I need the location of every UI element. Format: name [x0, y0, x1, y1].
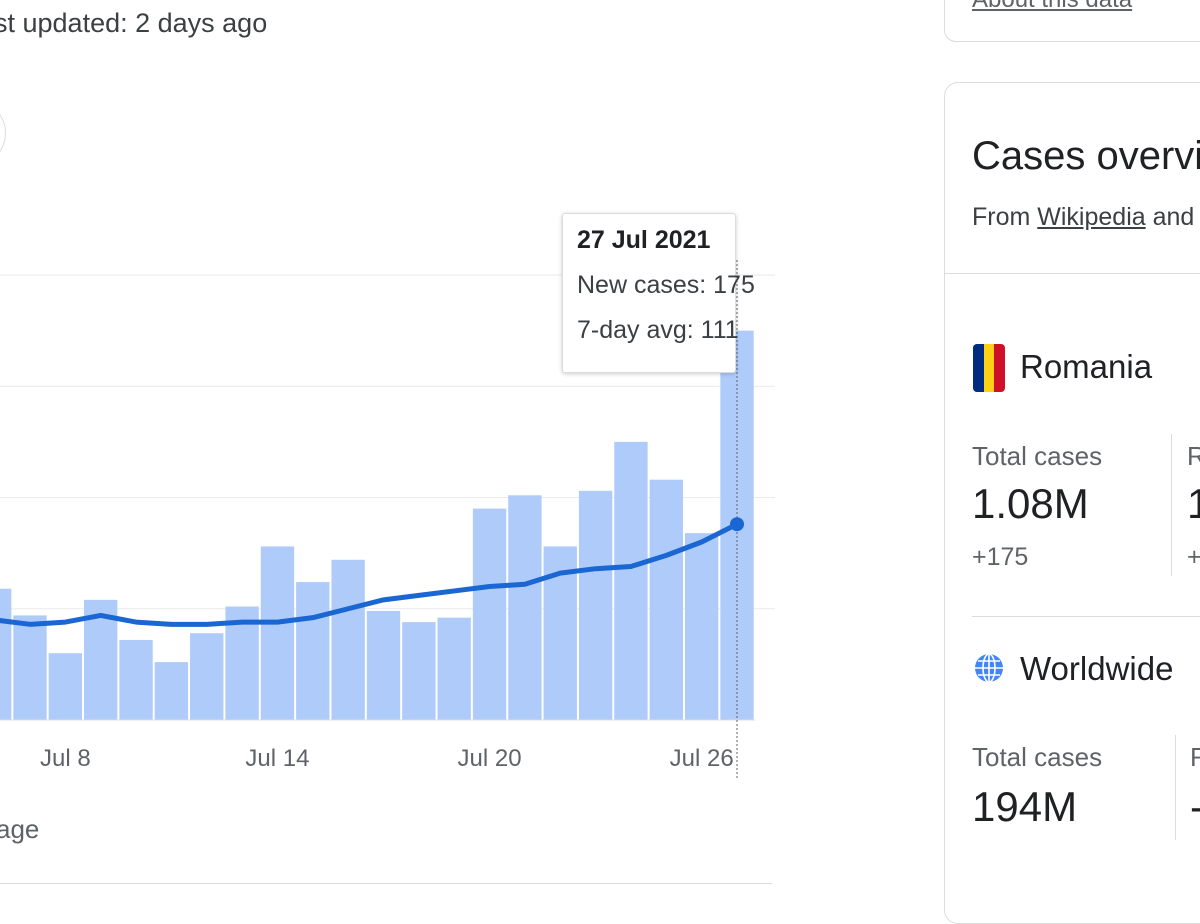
- bar: [508, 495, 542, 720]
- bar: [578, 490, 613, 720]
- stat-separator: [1175, 735, 1176, 840]
- tooltip-new-cases: New cases: 175: [577, 271, 755, 299]
- flag-stripe-blue: [973, 344, 984, 392]
- bar: [684, 533, 719, 720]
- divider: [972, 616, 1200, 617]
- worldwide-name[interactable]: Worldwide: [1020, 650, 1174, 687]
- tooltip-7day-avg: 7-day avg: 111: [577, 316, 739, 344]
- bar: [649, 479, 683, 720]
- cases-overview-title: Cases overview: [972, 134, 1200, 178]
- bar: [402, 622, 436, 720]
- bar: [331, 559, 365, 720]
- source-mid: and: [1145, 203, 1200, 231]
- cases-chart: Jul 8 Jul 14 Jul 20 Jul 26: [0, 260, 790, 780]
- bar: [260, 546, 295, 720]
- world-next-stat-label: R: [1190, 742, 1200, 772]
- bar: [366, 610, 401, 720]
- bar: [154, 662, 189, 720]
- next-stat-value: 1: [1187, 480, 1200, 527]
- world-next-stat-value: -: [1190, 783, 1200, 831]
- x-tick-label: Jul 14: [245, 745, 309, 772]
- x-tick-label: Jul 26: [670, 745, 734, 772]
- total-cases-delta: +175: [972, 543, 1029, 571]
- wikipedia-link[interactable]: Wikipedia: [1037, 203, 1146, 231]
- divider: [0, 883, 772, 884]
- flag-stripe-red: [994, 344, 1005, 392]
- chart-svg: Jul 8 Jul 14 Jul 20 Jul 26: [0, 260, 775, 780]
- world-total-cases-label: Total cases: [972, 742, 1103, 772]
- bar: [48, 653, 83, 720]
- x-tick-label: Jul 8: [40, 745, 91, 772]
- bar: [190, 633, 224, 720]
- last-updated-text: st updated: 2 days ago: [0, 8, 268, 38]
- bar: [614, 441, 648, 720]
- stat-separator: [1171, 434, 1172, 576]
- bar: [225, 606, 259, 720]
- x-tick-label: Jul 20: [458, 745, 522, 772]
- bar: [437, 617, 471, 720]
- flag-stripe-yellow: [983, 344, 995, 392]
- about-this-data-link[interactable]: About this data: [972, 0, 1132, 14]
- romania-flag-icon: [973, 344, 1005, 392]
- bar: [13, 615, 47, 720]
- about-card: [944, 0, 1200, 42]
- bar: [119, 639, 153, 720]
- world-total-cases-value: 194M: [972, 783, 1078, 830]
- total-cases-value: 1.08M: [972, 480, 1089, 527]
- divider: [944, 273, 1200, 274]
- overview-source: From Wikipedia and othe: [972, 203, 1200, 232]
- region-name[interactable]: Romania: [1020, 348, 1153, 385]
- hover-point: [730, 517, 744, 532]
- total-cases-label: Total cases: [972, 441, 1103, 471]
- next-stat-label: R: [1187, 441, 1200, 471]
- chart-tooltip: 27 Jul 2021 New cases: 175 7-day avg: 11…: [562, 213, 755, 373]
- source-prefix: From: [972, 203, 1038, 231]
- chart-control-button[interactable]: [0, 100, 6, 166]
- bar: [296, 582, 330, 720]
- bar: [0, 588, 12, 720]
- cases-overview-card: [944, 82, 1200, 924]
- seven-day-average-line: [0, 521, 740, 627]
- legend-7day-average: age: [0, 814, 40, 844]
- globe-icon: [975, 653, 1003, 683]
- bar: [472, 508, 507, 720]
- tooltip-date: 27 Jul 2021: [577, 226, 711, 254]
- next-stat-delta: +: [1187, 543, 1200, 571]
